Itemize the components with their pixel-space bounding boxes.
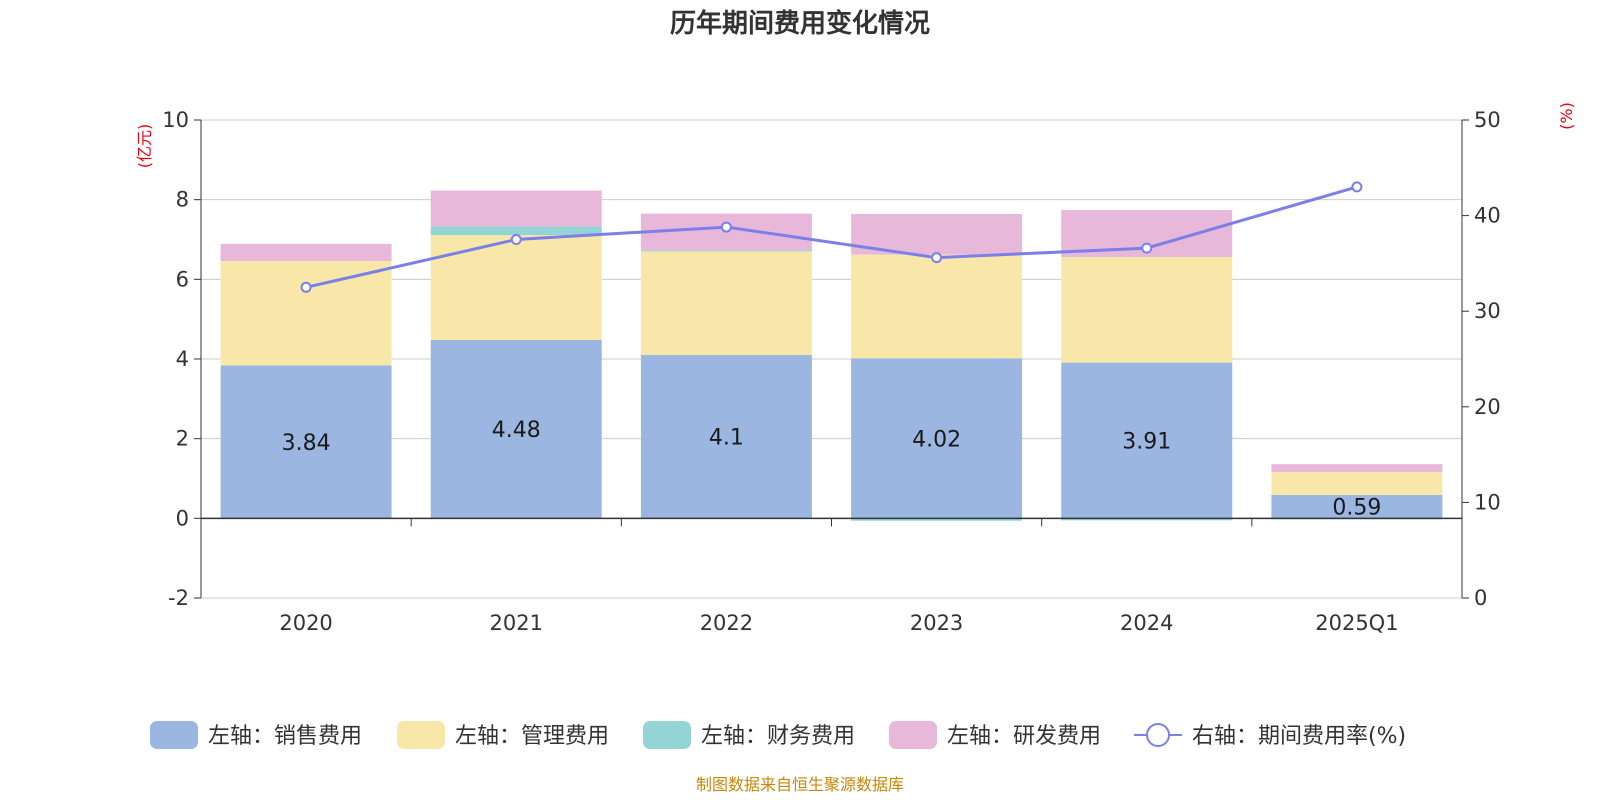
- legend-label: 左轴：研发费用: [947, 724, 1101, 749]
- right-axis-unit: (%): [1557, 102, 1576, 130]
- bar-财务费用-2024: [1061, 518, 1233, 521]
- bar-销售费用-2021: [430, 339, 602, 519]
- legend-swatch: [889, 721, 937, 749]
- bar-财务费用-2022: [640, 250, 812, 252]
- rate-point-2024: [1141, 242, 1153, 254]
- bars-layer: [220, 190, 1443, 521]
- bar-管理费用-2020: [220, 261, 392, 366]
- legend-label: 左轴：财务费用: [701, 724, 855, 749]
- x-tick-label: 2021: [490, 611, 543, 635]
- rate-line: [305, 185, 1358, 289]
- bar-管理费用-2025Q1: [1271, 472, 1443, 495]
- rate-point-2022: [720, 221, 732, 233]
- source-note: 制图数据来自恒生聚源数据库: [696, 775, 904, 794]
- bar-财务费用-2021: [430, 226, 602, 236]
- bar-研发费用-2021: [430, 190, 602, 227]
- x-tick-label: 2025Q1: [1315, 611, 1398, 635]
- right-tick-label: 20: [1474, 395, 1501, 419]
- right-tick-label: 40: [1474, 204, 1501, 228]
- legend-label: 右轴：期间费用率(%): [1192, 724, 1406, 749]
- bar-销售费用-2020: [220, 365, 392, 519]
- x-tick-label: 2024: [1120, 611, 1173, 635]
- rate-point-2021: [510, 234, 522, 245]
- x-axis-ticks: 2020 2021 2022 2023 2024 2025Q1: [279, 611, 1398, 635]
- bar-研发费用-2025Q1: [1271, 464, 1443, 473]
- bar-研发费用-2020: [220, 243, 392, 262]
- x-tick-label: 2020: [279, 611, 332, 635]
- legend: 左轴：销售费用 左轴：管理费用 左轴：财务费用 左轴：研发费用 右轴：期间费用率(%): [150, 721, 1406, 749]
- bar-销售费用-2023: [851, 358, 1023, 519]
- bar-管理费用-2021: [430, 235, 602, 340]
- left-axis-ticks: 10 8 6 4 2 0 -2: [162, 108, 201, 610]
- right-tick-label: 30: [1474, 299, 1501, 323]
- bar-labels-layer: 3.84 4.48 4.1 4.02 3.91 0.59: [282, 418, 1382, 520]
- legend-label: 左轴：管理费用: [455, 724, 609, 749]
- bar-value-label: 0.59: [1332, 496, 1381, 521]
- legend-swatch-marker: [1146, 723, 1170, 747]
- left-tick-label: 0: [176, 506, 189, 530]
- bar-销售费用-2025Q1: [1271, 494, 1443, 519]
- bar-管理费用-2023: [851, 254, 1023, 359]
- right-axis-ticks: 50 40 30 20 10 0: [1462, 108, 1501, 610]
- rate-line-layer: [300, 181, 1363, 293]
- bar-value-label: 4.48: [492, 418, 541, 443]
- chart-title: 历年期间费用变化情况: [670, 8, 930, 39]
- bar-管理费用-2024: [1061, 257, 1233, 363]
- left-tick-label: 2: [176, 427, 189, 451]
- right-tick-label: 10: [1474, 490, 1501, 514]
- legend-swatch: [150, 721, 198, 749]
- legend-swatch: [397, 721, 445, 749]
- x-tick-label: 2022: [700, 611, 753, 635]
- left-tick-label: 8: [176, 188, 189, 212]
- right-tick-label: 0: [1474, 586, 1487, 610]
- left-tick-label: 10: [162, 108, 189, 132]
- bar-销售费用-2022: [640, 355, 812, 519]
- bar-value-label: 3.84: [282, 431, 331, 456]
- bar-销售费用-2024: [1061, 362, 1233, 519]
- bar-财务费用-2023: [851, 518, 1023, 521]
- bar-value-label: 4.1: [709, 426, 744, 451]
- bar-value-label: 3.91: [1122, 429, 1171, 454]
- bar-value-label: 4.02: [912, 427, 961, 452]
- right-tick-label: 50: [1474, 108, 1501, 132]
- legend-label: 左轴：销售费用: [208, 724, 362, 749]
- legend-swatch: [643, 721, 691, 749]
- x-tick-label: 2023: [910, 611, 963, 635]
- rate-point-2020: [300, 281, 312, 293]
- left-tick-label: -2: [168, 586, 189, 610]
- bar-管理费用-2022: [640, 251, 812, 356]
- left-tick-label: 6: [176, 267, 189, 291]
- rate-point-2025Q1: [1351, 181, 1363, 193]
- left-axis-unit: (亿元): [135, 124, 154, 169]
- rate-point-2023: [931, 252, 943, 264]
- left-tick-label: 4: [176, 347, 189, 371]
